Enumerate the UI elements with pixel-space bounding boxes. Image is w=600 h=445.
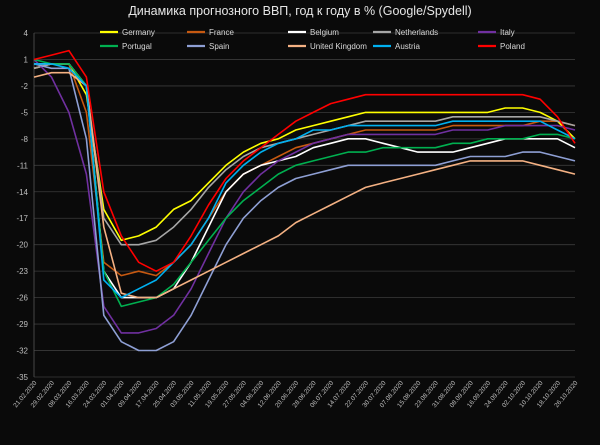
legend-label-poland: Poland xyxy=(500,42,525,51)
y-tick-label: -11 xyxy=(17,161,29,170)
y-tick-label: -35 xyxy=(16,373,28,382)
legend-label-germany: Germany xyxy=(122,28,155,37)
x-axis-ticks: 21.02.202029.02.202008.03.202016.03.2020… xyxy=(12,380,580,410)
y-tick-label: -29 xyxy=(16,320,28,329)
series-line-italy xyxy=(33,58,576,334)
legend: Germany France Belgium Netherlands Italy Port… xyxy=(100,28,525,51)
series-line-united-kingdom xyxy=(33,71,576,299)
y-tick-label: -23 xyxy=(16,267,28,276)
legend-label-united-kingdom: United Kingdom xyxy=(310,42,367,51)
legend-label-portugal: Portugal xyxy=(122,42,152,51)
y-tick-label: -20 xyxy=(16,241,28,250)
y-tick-label: -32 xyxy=(16,347,28,356)
grid xyxy=(33,32,575,378)
series-line-austria xyxy=(34,63,576,299)
y-tick-label: -14 xyxy=(16,188,28,197)
legend-label-spain: Spain xyxy=(209,42,229,51)
series-line-spain xyxy=(33,63,576,352)
legend-label-france: France xyxy=(209,28,234,37)
series-line-france xyxy=(33,63,576,277)
legend-label-netherlands: Netherlands xyxy=(395,28,438,37)
y-axis-ticks: 4 1 -2 -5 -8 -11 -14 -17 -20 -23 -26 -29 -32 -35 xyxy=(16,29,28,382)
series-lines xyxy=(33,49,576,352)
y-tick-label: -26 xyxy=(16,294,28,303)
series-line-portugal xyxy=(33,58,576,308)
series-line-belgium xyxy=(34,63,576,299)
chart-title: Динамика прогнозного ВВП, год к году в %… xyxy=(128,4,471,18)
y-tick-label: 1 xyxy=(24,55,29,64)
y-tick-label: -2 xyxy=(21,82,29,91)
legend-label-austria: Austria xyxy=(395,42,420,51)
legend-label-italy: Italy xyxy=(500,28,515,37)
y-tick-label: -17 xyxy=(16,214,28,223)
series-line-poland xyxy=(33,49,576,273)
y-tick-label: -5 xyxy=(21,108,29,117)
series-line-netherlands xyxy=(33,63,576,246)
legend-label-belgium: Belgium xyxy=(310,28,339,37)
y-tick-label: -8 xyxy=(21,135,29,144)
y-tick-label: 4 xyxy=(24,29,29,38)
